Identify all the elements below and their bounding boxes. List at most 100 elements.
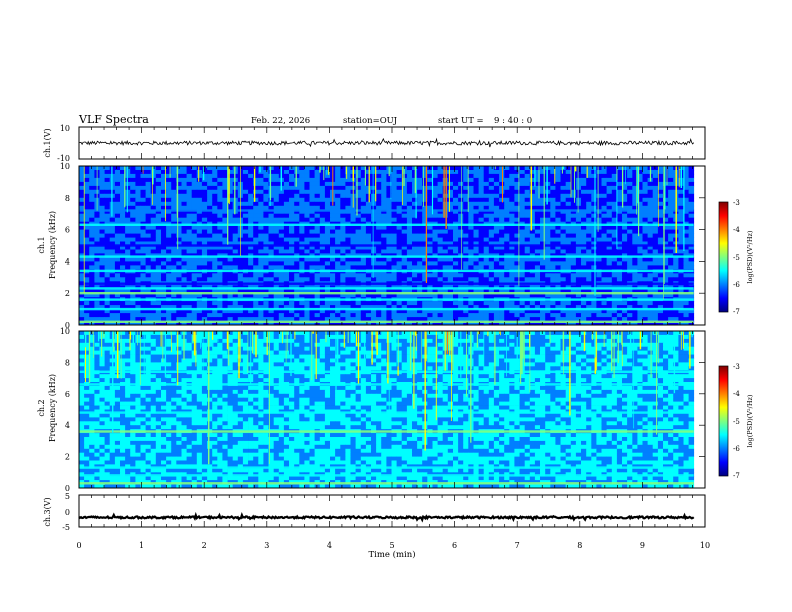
spectrogram-cell [278,261,285,266]
spectrogram-cell [94,209,100,215]
spectrogram-cell [289,277,295,282]
spectrogram-cell [657,197,664,203]
spectrogram-cell [273,205,280,211]
spectrogram-cell [504,313,510,318]
spectrogram-cell [545,213,551,219]
spectrogram-cell [596,205,602,211]
spectrogram-cell [289,205,295,211]
spectrogram-cell [499,245,505,250]
spectrogram-cell [232,309,239,314]
spectrogram-cell [499,185,505,191]
spectrogram-cell [668,273,674,278]
spectrogram-cell [406,321,413,326]
spectrogram-cell [463,193,469,199]
spectrogram-cell [683,265,689,270]
spectrogram-cell [135,185,141,191]
spectrogram-cell [396,197,403,203]
spectrogram-cell [678,185,684,191]
spectrogram-cell [186,225,193,230]
spectrogram-cell [242,293,249,298]
spectrogram-cell [488,237,495,242]
spectrogram-cell [263,257,269,262]
spectrogram-cell [196,321,203,326]
spectrogram-cell [622,201,628,207]
spectrogram-cell [406,166,413,171]
spectrogram-cell [299,177,305,183]
spectrogram-cell [299,193,305,199]
spectrogram-cell [453,201,459,207]
spectrogram-cell [150,229,157,234]
spectrogram-cell [135,209,141,215]
spectrogram-cell [545,249,551,254]
spectrogram-cell [191,181,198,187]
spectrogram-cell [258,273,264,278]
spectrogram-cell [499,229,505,234]
spectrogram-cell [161,317,167,322]
spectrogram-cell [637,197,643,203]
spectrogram-cell [294,173,300,179]
spectrogram-cell [437,201,444,207]
spectrogram-cell [611,185,618,191]
figure-title: VLF Spectra [78,113,149,126]
spectrogram-cell [591,233,597,238]
spectrogram-cell [488,313,495,318]
spectrogram-cell [79,181,85,187]
spectrogram-cell [463,257,469,262]
spectrogram-cell [340,305,346,310]
spectrogram-cell [545,265,551,270]
spectrogram-cell [463,166,469,171]
spectrogram-cell [611,293,618,298]
spectrogram-cell [534,189,541,195]
spectrogram-cell [99,277,105,282]
spectrogram-cell [120,257,126,262]
spectrogram-cell [396,241,403,246]
spectrogram-cell [104,229,111,234]
spectrogram-cell [324,249,331,254]
spectrogram-cell [263,273,269,278]
spectrogram-cell [652,257,659,262]
spectrogram-cell [140,225,146,230]
spectrogram-cell [340,170,346,175]
spectrogram-cell [432,205,438,211]
spectrogram-cell [412,197,418,203]
spectrogram-cell [478,273,485,278]
spectrogram-cell [145,273,152,278]
spectrogram-cell [504,166,510,171]
spectrogram-cell [345,309,351,314]
spectrogram-cell [304,301,310,306]
spectrogram-cell [89,317,95,322]
spectrogram-cell [519,289,526,294]
spectrogram-cell [391,217,397,223]
spectrogram-cell [458,249,464,254]
spectrogram-cell [181,309,187,314]
spectrogram-cell [627,261,633,266]
spectrogram-cell [555,245,561,250]
spectrogram-cell [145,225,152,230]
spectrogram-cell [150,313,157,318]
spectrogram-cell [84,209,90,215]
spectrogram-cell [412,193,418,199]
spectrogram-cell [166,233,172,238]
spectrogram-cell [447,185,454,191]
spectrogram-cell [278,241,285,246]
spectrogram-cell [509,213,515,219]
spectrogram-cell [627,213,633,219]
spectrogram-cell [248,229,254,234]
spectrogram-cell [534,277,541,282]
spectrogram-cell [253,205,259,211]
spectrogram-cell [145,305,152,310]
spectrogram-cell [176,181,182,187]
spectrogram-cell [652,293,659,298]
spectrogram-cell [201,305,208,310]
spectrogram-cell [248,209,254,215]
spectrogram-band [79,307,694,311]
spectrogram-cell [242,217,249,223]
spectrogram-cell [335,293,341,298]
spectrogram-cell [120,185,126,191]
spectrogram-cell [545,245,551,250]
spectrogram-cell [242,305,249,310]
spectrogram-cell [478,261,485,266]
spectrogram-cell [161,233,167,238]
spectrogram-cell [417,313,423,318]
spectrogram-cell [212,189,218,195]
